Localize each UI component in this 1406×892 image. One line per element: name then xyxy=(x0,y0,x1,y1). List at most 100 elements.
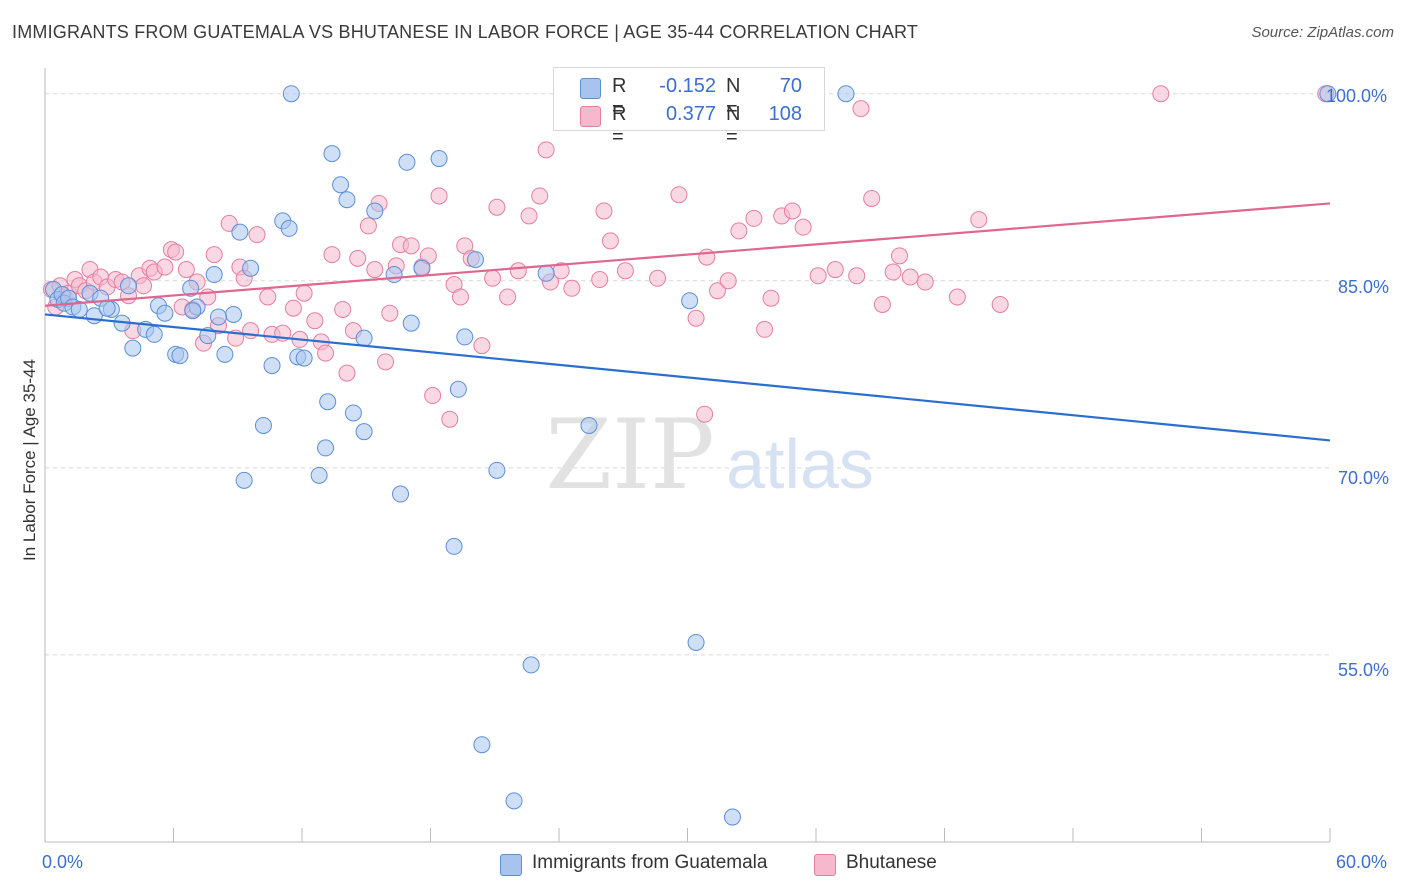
bhutanese-point xyxy=(248,226,266,244)
bhutanese-point xyxy=(306,312,324,330)
guatemala-point xyxy=(488,461,506,479)
bhutanese-point xyxy=(948,288,966,306)
x-tick-label-max: 60.0% xyxy=(1336,852,1388,872)
guatemala-point xyxy=(466,251,484,269)
bhutanese-point xyxy=(848,267,866,285)
bhutanese-point xyxy=(916,273,934,291)
guatemala-point xyxy=(398,153,416,171)
bhutanese-point xyxy=(402,237,420,255)
guatemala-point xyxy=(145,325,163,343)
guatemala-point xyxy=(310,466,328,484)
guatemala-point xyxy=(537,264,555,282)
trend-lines xyxy=(44,202,1331,442)
guatemala-point xyxy=(355,423,373,441)
legend-swatch-guatemala xyxy=(580,78,601,99)
bhutanese-point xyxy=(484,269,502,287)
bhutanese-point xyxy=(317,344,335,362)
bhutanese-point xyxy=(488,198,506,216)
guatemala-point xyxy=(120,277,138,295)
guatemala-point xyxy=(282,85,300,103)
y-tick-label-70: 70.0% xyxy=(1338,468,1390,488)
guatemala-point xyxy=(1319,85,1337,103)
bhutanese-point xyxy=(338,364,356,382)
bottom-legend-swatch-bhutanese xyxy=(814,854,836,876)
bhutanese-point xyxy=(424,387,442,405)
bhutanese-point xyxy=(334,300,352,318)
bhutanese-point xyxy=(531,187,549,205)
bhutanese-point xyxy=(809,267,827,285)
y-tick-label-55: 55.0% xyxy=(1338,660,1390,680)
source-label: Source: ZipAtlas.com xyxy=(1251,24,1394,41)
guatemala-point xyxy=(366,202,384,220)
guatemala-point xyxy=(224,305,242,323)
bhutanese-point xyxy=(794,218,812,236)
watermark: ZIP atlas xyxy=(545,399,874,511)
guatemala-point xyxy=(522,656,540,674)
bhutanese-point xyxy=(687,309,705,327)
bhutanese-point xyxy=(708,282,726,300)
bhutanese-point xyxy=(783,202,801,220)
axes xyxy=(44,68,1331,843)
guatemala-point xyxy=(449,380,467,398)
guatemala-point xyxy=(505,792,523,810)
bhutanese-point xyxy=(863,189,881,207)
guatemala-point xyxy=(385,266,403,284)
grid-lines xyxy=(45,93,1330,656)
guatemala-point xyxy=(687,633,705,651)
bhutanese-point xyxy=(670,186,688,204)
guatemala-point xyxy=(681,292,699,310)
y-tick-label-85: 85.0% xyxy=(1338,277,1390,297)
bhutanese-point xyxy=(873,295,891,313)
chart-title: IMMIGRANTS FROM GUATEMALA VS BHUTANESE I… xyxy=(12,22,919,42)
legend-r-label: R = xyxy=(612,75,627,120)
guatemala-point xyxy=(98,299,116,317)
bhutanese-point xyxy=(970,211,988,229)
bhutanese-point xyxy=(852,100,870,118)
bhutanese-point xyxy=(595,202,613,220)
bhutanese-point xyxy=(591,271,609,289)
bhutanese-point xyxy=(499,288,517,306)
bhutanese-point xyxy=(509,262,527,280)
guatemala-point xyxy=(473,736,491,754)
bhutanese-point xyxy=(991,295,1009,313)
guatemala-point xyxy=(280,219,298,237)
legend-n-value: 70 xyxy=(779,75,802,97)
legend-n-value: 108 xyxy=(768,103,802,125)
bhutanese-point xyxy=(730,222,748,240)
bhutanese-point xyxy=(259,288,277,306)
guatemala-point xyxy=(182,279,200,297)
guatemala-trend-line xyxy=(44,313,1331,442)
bhutanese-point xyxy=(377,353,395,371)
guatemala-point xyxy=(216,345,234,363)
legend-n-label: N = xyxy=(726,103,741,148)
guatemala-point xyxy=(580,416,598,434)
bhutanese-point xyxy=(242,322,260,340)
guatemala-point xyxy=(319,393,337,411)
legend-r-label: R = xyxy=(612,103,627,148)
guatemala-point xyxy=(332,176,350,194)
x-tick-label-min: 0.0% xyxy=(42,852,84,872)
legend-r-value: -0.152 xyxy=(659,75,716,97)
bhutanese-point xyxy=(616,262,634,280)
guatemala-point xyxy=(209,308,227,326)
bhutanese-point xyxy=(366,261,384,279)
guatemala-point xyxy=(317,439,335,457)
bhutanese-point xyxy=(295,284,313,302)
watermark-atlas: atlas xyxy=(726,425,874,503)
bhutanese-point xyxy=(323,246,341,264)
series-bhutanese-points xyxy=(42,85,1335,428)
bhutanese-point xyxy=(473,337,491,355)
bhutanese-point xyxy=(359,217,377,235)
bhutanese-point xyxy=(696,405,714,423)
guatemala-point xyxy=(235,471,253,489)
guatemala-point xyxy=(295,349,313,367)
guatemala-point xyxy=(156,304,174,322)
guatemala-point xyxy=(323,145,341,163)
bhutanese-point xyxy=(430,187,448,205)
bottom-legend-label-guatemala: Immigrants from Guatemala xyxy=(532,852,768,873)
correlation-legend: R = -0.152 N = 70 R = 0.377 N = 108 xyxy=(553,67,825,148)
legend-r-value: 0.377 xyxy=(665,103,716,125)
bhutanese-point xyxy=(745,209,763,227)
bhutanese-point xyxy=(719,272,737,290)
